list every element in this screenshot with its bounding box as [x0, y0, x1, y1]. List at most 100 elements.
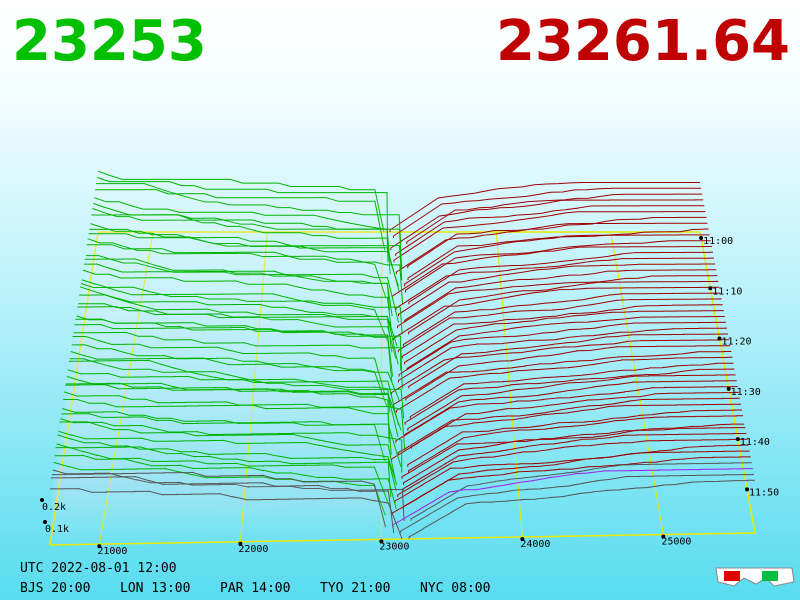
price-tick	[97, 544, 102, 549]
bid-depth-line	[72, 335, 386, 395]
time-tick-label: 11:40	[740, 437, 770, 448]
price-tick	[520, 536, 525, 541]
bid-depth-line	[73, 331, 403, 389]
bid-depth-line	[61, 412, 402, 467]
bid-depth-line	[96, 176, 388, 239]
ask-depth-line	[397, 275, 718, 329]
bid-depth-line	[95, 189, 386, 251]
bid-depth-line	[63, 398, 392, 455]
bid-depth-line	[82, 269, 392, 329]
volume-tick-label: 0.1k	[45, 524, 69, 535]
volume-tick-label: 0.2k	[42, 502, 66, 513]
bid-depth-line	[70, 351, 388, 407]
glasses-icon	[715, 567, 795, 587]
price-grid-line	[610, 231, 664, 535]
ask-depth-line	[397, 298, 722, 353]
price-tick-label: 21000	[97, 546, 127, 557]
bid-depth-line	[94, 197, 390, 257]
timezone-time: PAR 14:00	[220, 581, 290, 596]
ask-depth-line	[397, 327, 727, 383]
ask-depth-line	[406, 193, 703, 244]
ask-depth-line	[402, 433, 747, 491]
ask-depth-line	[408, 479, 755, 539]
ask-depth-line	[409, 362, 734, 419]
timezone-time: LON 13:00	[120, 581, 190, 596]
bid-depth-line	[74, 323, 393, 383]
bid-depth-line	[65, 383, 390, 443]
ask-depth-line	[406, 316, 725, 371]
bid-depth-line	[87, 238, 387, 299]
ask-depth-line	[393, 187, 702, 238]
ask-depth-line	[398, 263, 716, 317]
price-tick-label: 23000	[379, 541, 409, 552]
price-tick	[238, 541, 243, 546]
bid-depth-line	[52, 469, 405, 521]
time-tick	[735, 437, 740, 442]
ask-depth-line	[405, 345, 731, 401]
bid-depth-line	[79, 294, 393, 353]
time-tick	[745, 487, 750, 492]
ask-depth-line	[390, 199, 704, 251]
ask-depth-line	[408, 280, 719, 335]
ask-depth-line	[404, 310, 724, 365]
ask-depth-line	[393, 211, 706, 263]
ask-depth-line	[397, 397, 740, 455]
price-tick	[661, 534, 666, 539]
ask-depth-line	[410, 391, 739, 449]
price-tick-label: 22000	[238, 544, 268, 555]
price-grid-line	[239, 231, 268, 542]
bid-depth-line	[58, 430, 398, 486]
time-tick	[699, 236, 704, 241]
timezone-time: TYO 21:00	[320, 581, 390, 596]
volume-tick	[43, 520, 47, 524]
bid-depth-line	[88, 233, 400, 293]
bid-depth-line	[71, 344, 400, 401]
bid-price: 23253	[12, 9, 207, 74]
ask-depth-line	[404, 234, 710, 287]
axis-labels: 21000 22000 23000 24000 25000 11:00 11:10 11:20…	[40, 236, 779, 557]
bid-depth-line	[56, 443, 392, 498]
ask-depth-line	[401, 423, 745, 479]
ask-depth-line	[395, 222, 708, 275]
ask-depth-line	[403, 427, 746, 485]
ask-depth-line	[401, 304, 723, 359]
ask-depth-line	[392, 351, 732, 407]
ask-depth-line	[408, 251, 713, 305]
price-tick-label: 24000	[520, 539, 550, 550]
bid-depth-line	[50, 475, 395, 534]
time-tick-label: 11:30	[731, 387, 761, 398]
bid-depth-line	[97, 170, 385, 233]
bid-depth-line	[75, 318, 394, 377]
ask-depth-line	[407, 228, 709, 281]
ask-depth-line	[391, 456, 751, 516]
ask-depth-line	[400, 473, 754, 533]
bid-depth-line	[57, 434, 397, 492]
bid-depth-line	[77, 306, 399, 365]
ask-depth-line	[391, 403, 741, 461]
bid-depth-line	[59, 421, 396, 480]
bid-depth-line	[83, 263, 399, 323]
ask-depth-line	[407, 374, 736, 431]
bid-depth-line	[86, 244, 404, 305]
time-tick-label: 11:50	[749, 487, 779, 498]
bid-depth-line	[60, 418, 403, 473]
ask-depth-line	[392, 468, 753, 528]
bid-depth-line	[68, 359, 405, 419]
ask-depth-line	[402, 450, 750, 509]
time-tick-label: 11:10	[712, 286, 742, 297]
floor-outline	[49, 231, 756, 546]
bid-depth-line	[51, 471, 387, 528]
bid-depth-line	[89, 228, 399, 287]
bid-depth-line	[84, 258, 393, 317]
ask-depth-line	[408, 415, 744, 473]
ask-depth-line	[389, 182, 700, 232]
ask-depth-line	[393, 286, 720, 341]
bid-depth-line	[54, 454, 397, 510]
bid-depth-line	[92, 208, 403, 269]
ask-depth-line	[395, 257, 714, 311]
bid-depth-line	[91, 214, 391, 275]
time-tick	[726, 386, 731, 391]
time-tick	[708, 286, 713, 291]
